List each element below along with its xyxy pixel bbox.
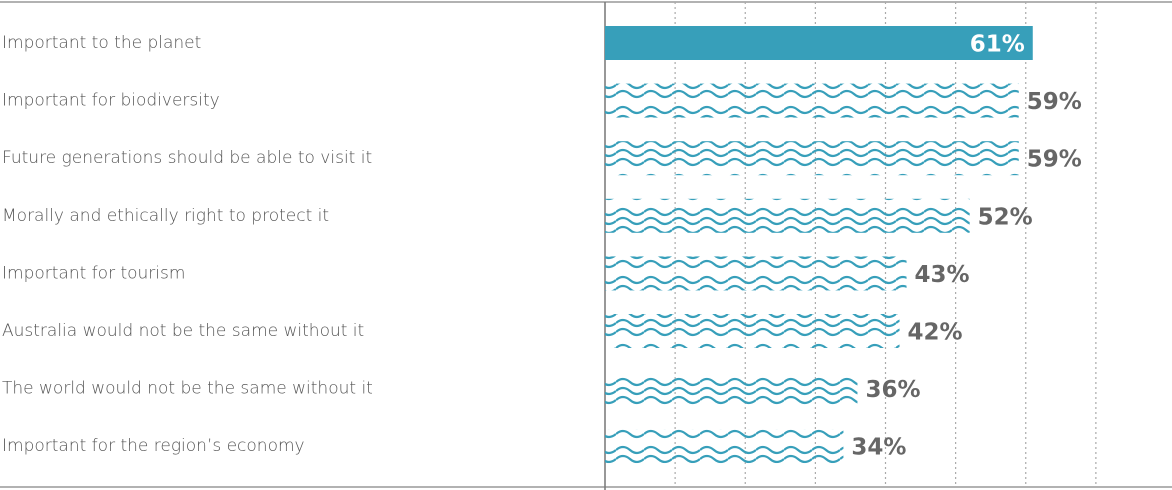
category-label: Australia would not be the same without … xyxy=(2,321,364,341)
category-label: Important for biodiversity xyxy=(2,91,220,111)
value-label: 36% xyxy=(865,377,920,403)
value-label: 34% xyxy=(851,435,906,461)
value-label: 43% xyxy=(915,262,970,288)
category-label: Future generations should be able to vis… xyxy=(2,148,372,168)
value-label: 61% xyxy=(970,32,1025,58)
bar xyxy=(605,83,1019,118)
category-label: Important for the region’s economy xyxy=(2,436,305,456)
bar xyxy=(605,429,844,464)
category-label: Important for tourism xyxy=(2,263,185,283)
bar xyxy=(605,256,907,291)
bar xyxy=(605,198,970,233)
value-label: 42% xyxy=(908,320,963,346)
bar xyxy=(605,314,900,348)
category-label: The world would not be the same without … xyxy=(2,379,373,399)
value-label: 59% xyxy=(1027,89,1082,115)
category-label: Important to the planet xyxy=(2,33,201,53)
bar xyxy=(605,26,1033,60)
bar xyxy=(605,371,858,406)
value-label: 52% xyxy=(978,204,1033,230)
bar xyxy=(605,141,1019,176)
category-label: Morally and ethically right to protect i… xyxy=(2,206,329,226)
value-label: 59% xyxy=(1027,147,1082,173)
